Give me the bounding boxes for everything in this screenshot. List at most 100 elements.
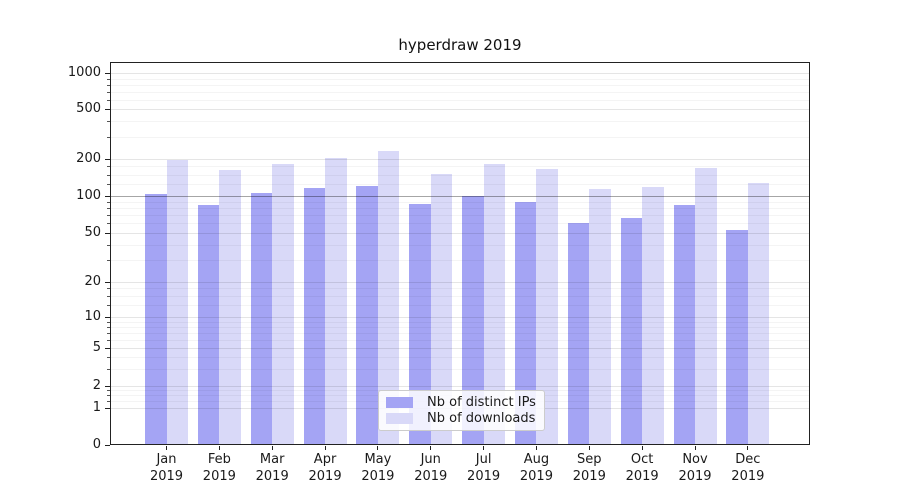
y-minor-tick-mark [107, 260, 110, 262]
chart-title: hyperdraw 2019 [398, 36, 522, 54]
y-tick-mark [105, 196, 110, 197]
bar-distinct-ips-feb [197, 204, 220, 445]
x-tick-label: Aug 2019 [519, 452, 553, 484]
y-tick-label: 1000 [67, 65, 101, 81]
gridline [110, 201, 810, 203]
gridline [110, 326, 810, 328]
gridline [110, 260, 810, 262]
bar-downloads-nov [695, 167, 717, 445]
gridline [110, 348, 810, 350]
plot-area [110, 62, 810, 445]
legend-item-downloads: Nb of downloads [386, 411, 537, 426]
y-minor-tick-mark [107, 389, 110, 391]
bar-distinct-ips-nov [673, 205, 695, 445]
x-tick-mark [535, 446, 537, 450]
gridline [110, 357, 810, 359]
y-tick-label: 200 [76, 151, 101, 167]
y-minor-tick-mark [107, 332, 110, 334]
legend-item-distinct-ips: Nb of distinct IPs [386, 395, 537, 410]
legend-label-distinct-ips: Nb of distinct IPs [427, 394, 536, 410]
bar-downloads-jul [483, 164, 506, 445]
x-tick-mark [588, 446, 590, 450]
y-minor-tick-mark [107, 121, 110, 123]
gridline [110, 339, 810, 341]
y-minor-tick-mark [107, 400, 110, 402]
gridline [110, 109, 810, 111]
y-tick-label: 500 [76, 101, 101, 117]
y-tick-mark [105, 159, 110, 161]
y-minor-tick-mark [107, 184, 110, 186]
gridline [110, 305, 810, 307]
bars-layer [110, 62, 810, 445]
x-tick-mark [747, 446, 749, 450]
bar-distinct-ips-may [356, 186, 378, 445]
x-tick-label: Oct 2019 [625, 452, 659, 484]
x-tick-label: Jul 2019 [467, 452, 501, 484]
y-tick-mark [105, 444, 110, 446]
bar-distinct-ips-dec [726, 230, 748, 445]
bar-downloads-sep [589, 189, 611, 445]
x-tick-mark [641, 446, 643, 450]
y-minor-tick-mark [107, 99, 110, 101]
x-tick-label: Dec 2019 [731, 452, 765, 484]
gridline [110, 166, 810, 168]
x-tick-label: Sep 2019 [572, 452, 606, 484]
y-tick-mark [105, 316, 110, 318]
gridline [110, 321, 810, 323]
y-tick-label: 10 [84, 308, 101, 324]
y-minor-tick-mark [107, 245, 110, 247]
y-minor-tick-mark [107, 84, 110, 86]
bar-distinct-ips-sep [567, 223, 590, 445]
y-minor-tick-mark [107, 321, 110, 323]
y-minor-tick-mark [107, 394, 110, 396]
y-tick-label: 2 [92, 377, 101, 393]
gridline [110, 281, 810, 283]
y-tick-mark [105, 385, 110, 387]
x-tick-label: Jan 2019 [149, 452, 184, 484]
y-tick-mark [105, 233, 110, 235]
y-tick-label: 50 [84, 225, 101, 241]
x-tick-label: Apr 2019 [308, 452, 342, 484]
bar-downloads-mar [272, 164, 294, 445]
bar-distinct-ips-aug [514, 202, 537, 445]
y-minor-tick-mark [107, 215, 110, 217]
gridline [110, 316, 810, 318]
y-minor-tick-mark [107, 369, 110, 371]
bar-downloads-apr [325, 157, 347, 445]
legend-swatch-downloads [386, 413, 413, 425]
y-minor-tick-mark [107, 326, 110, 328]
y-tick-label: 1 [92, 399, 101, 415]
bar-distinct-ips-jun [409, 204, 431, 445]
gridline [110, 245, 810, 247]
y-minor-tick-mark [107, 357, 110, 359]
x-tick-mark [694, 446, 696, 450]
y-minor-tick-mark [107, 339, 110, 341]
y-tick-label: 0 [92, 436, 101, 452]
y-tick-mark [105, 73, 110, 75]
y-minor-tick-mark [107, 223, 110, 225]
gridline [110, 233, 810, 235]
gridline [110, 99, 810, 101]
gridline [110, 288, 810, 290]
bar-distinct-ips-oct [620, 218, 643, 445]
y-minor-tick-mark [107, 208, 110, 209]
gridline [110, 332, 810, 334]
x-tick-label: Mar 2019 [255, 452, 289, 484]
bar-downloads-jun [430, 173, 453, 445]
x-tick-mark [377, 446, 379, 450]
x-tick-mark [166, 446, 167, 450]
bar-distinct-ips-apr [303, 187, 326, 445]
y-minor-tick-mark [107, 166, 110, 168]
x-tick-mark [218, 446, 220, 450]
gridline [110, 121, 810, 123]
gridline [110, 91, 810, 93]
y-tick-label: 20 [84, 273, 101, 289]
x-tick-mark [430, 446, 432, 450]
x-tick-label: Nov 2019 [678, 452, 712, 484]
gridline [110, 78, 810, 80]
x-tick-label: Jun 2019 [414, 452, 448, 484]
y-minor-tick-mark [107, 201, 110, 203]
y-tick-mark [105, 281, 110, 283]
bar-downloads-feb [219, 169, 241, 445]
